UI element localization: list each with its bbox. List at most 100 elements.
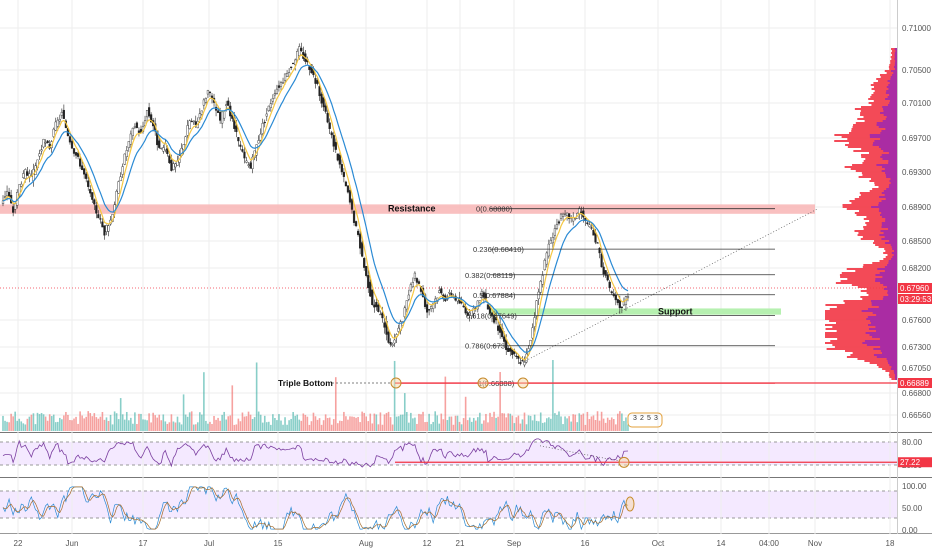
candle-body — [602, 266, 605, 275]
candle-body — [40, 149, 43, 152]
volume-bar — [117, 419, 120, 431]
time-axis[interactable]: 22 Jun 17 Jul 15 Aug 12 21 Sep 16 Oct 14 04:00 Nov 18 — [14, 539, 895, 548]
profile-bar-inner — [880, 282, 897, 284]
volume-bar — [509, 413, 512, 431]
profile-bar-inner — [894, 372, 897, 374]
profile-bar — [851, 202, 897, 204]
volume-bar — [430, 424, 432, 431]
candle-body — [381, 312, 384, 319]
volume-bar — [16, 420, 19, 431]
volume-bar — [560, 416, 562, 431]
volume-bar — [448, 416, 451, 431]
volume-bar — [180, 424, 183, 431]
price-tick-label: 0.70100 — [902, 99, 931, 108]
profile-bar-inner — [889, 364, 897, 366]
volume-bar — [434, 411, 437, 431]
candle-body — [492, 314, 496, 323]
candle-body — [557, 221, 561, 224]
candle-body — [158, 140, 161, 148]
profile-bar — [849, 200, 897, 202]
volume-bar — [28, 416, 31, 431]
profile-bar-inner — [871, 206, 897, 208]
candle-body — [54, 121, 57, 131]
volume-bar — [483, 420, 485, 431]
price-axis[interactable]: 0.71000 0.70500 0.70100 0.69700 0.69300 0.689… — [898, 24, 932, 535]
profile-bar-inner — [888, 228, 897, 230]
volume-bar — [391, 424, 394, 431]
candle-body — [361, 242, 364, 257]
profile-bar — [857, 234, 897, 236]
volume-label: 2 — [640, 415, 644, 422]
profile-bar-inner — [886, 116, 897, 118]
candle-body — [535, 300, 538, 317]
candle-body — [403, 307, 406, 318]
candle-body — [346, 185, 350, 193]
profile-bar-inner — [882, 120, 897, 122]
candle-body — [263, 121, 266, 124]
profile-bar-inner — [880, 112, 897, 114]
volume-bar — [140, 413, 142, 431]
profile-bar — [865, 158, 897, 160]
profile-bar-inner — [881, 170, 897, 172]
volume-bar — [395, 416, 398, 431]
profile-bar — [842, 206, 897, 208]
volume-bar — [543, 422, 546, 431]
profile-bar — [825, 310, 897, 312]
candle-body — [249, 162, 252, 169]
candle-body — [261, 123, 264, 134]
volume-bar — [99, 416, 102, 431]
annotations[interactable]: Triple Bottom — [278, 208, 819, 389]
volume-bar — [34, 424, 37, 431]
candle-body — [1, 200, 5, 205]
volume-bar — [101, 411, 104, 431]
profile-bar-inner — [885, 98, 897, 100]
candle-body — [365, 266, 368, 276]
profile-bar — [863, 160, 897, 162]
profile-bar — [865, 222, 897, 224]
stoch-marker — [625, 496, 635, 512]
volume-bar — [501, 413, 503, 431]
candle-body — [14, 203, 17, 210]
profile-bar-inner — [890, 76, 897, 78]
volume-bar — [81, 415, 83, 431]
volume-bar — [75, 416, 77, 431]
volume-bar — [507, 413, 510, 431]
candle-body — [411, 282, 414, 288]
volume-bar — [355, 417, 357, 431]
candle-body — [117, 181, 120, 194]
volume-bar — [251, 419, 254, 431]
candle-body — [348, 190, 352, 203]
fib-level-label: 0.382(0.68119) — [465, 271, 516, 280]
volume-bar — [420, 414, 422, 431]
profile-bar — [879, 74, 897, 76]
volume-bar — [223, 411, 225, 431]
profile-bar-inner — [872, 312, 897, 314]
volume-label: 3 — [633, 415, 637, 422]
stoch-band — [0, 491, 897, 518]
candle-body — [135, 122, 139, 128]
profile-bar — [840, 276, 897, 278]
candle-body — [202, 99, 205, 106]
volume-bar — [570, 421, 572, 431]
volume-bar — [332, 419, 335, 431]
profile-bar-inner — [881, 154, 897, 156]
profile-bar — [857, 286, 897, 288]
profile-bar — [836, 330, 897, 332]
profile-bar-inner — [888, 162, 897, 164]
volume-bar — [2, 415, 4, 431]
volume-label-box — [627, 412, 663, 428]
candle-body — [336, 153, 339, 161]
profile-bar — [883, 258, 897, 260]
candle-body — [259, 133, 262, 141]
profile-bar — [863, 228, 897, 230]
candle-body — [407, 294, 410, 300]
volume-label: 5 — [647, 415, 651, 422]
profile-bar-inner — [889, 82, 897, 84]
profile-bar — [842, 204, 897, 206]
candle-body — [332, 135, 335, 147]
profile-bar — [834, 346, 897, 348]
volume-bar — [558, 411, 560, 431]
rsi-current-tag-text: 27.22 — [900, 458, 921, 467]
time-tick-label: Sep — [507, 539, 522, 548]
profile-bar — [862, 174, 897, 176]
